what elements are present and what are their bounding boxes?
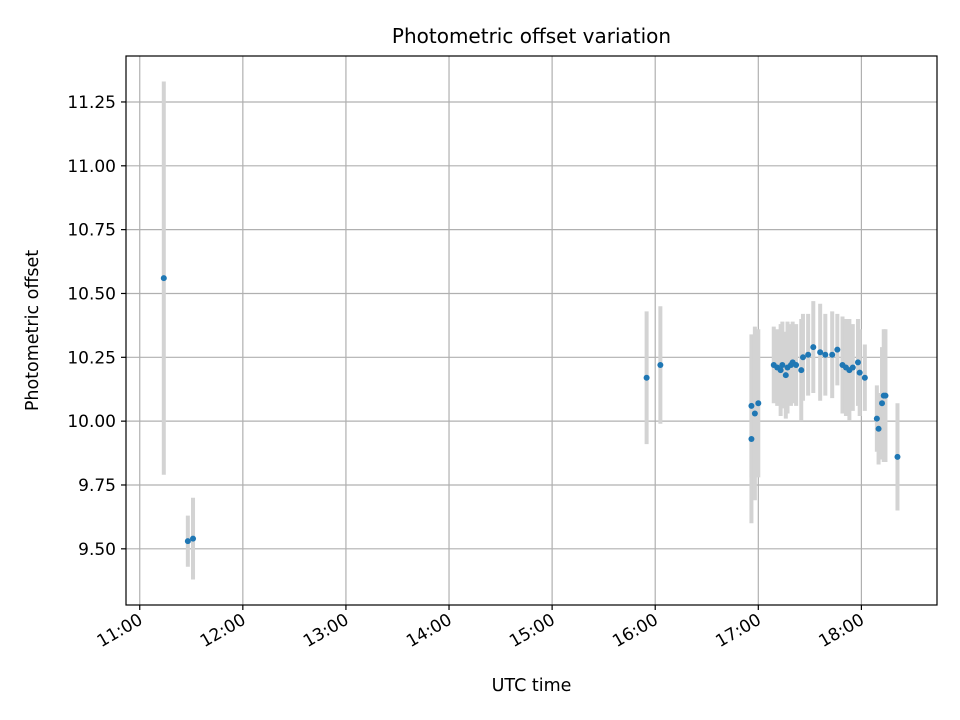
plot-frame <box>125 55 938 606</box>
data-point <box>160 275 167 282</box>
data-point <box>810 344 817 351</box>
data-point <box>748 402 755 409</box>
data-point <box>755 400 762 407</box>
data-point <box>798 367 805 374</box>
data-point <box>751 410 758 417</box>
data-point <box>861 374 868 381</box>
data-point <box>657 361 664 368</box>
data-point <box>875 425 882 432</box>
x-axis-label: UTC time <box>492 676 572 696</box>
data-point <box>882 392 889 399</box>
data-point <box>190 535 197 542</box>
data-point <box>793 361 800 368</box>
data-point <box>856 369 863 376</box>
data-point <box>779 361 786 368</box>
y-tick-label: 10.25 <box>67 348 116 368</box>
data-point <box>799 354 806 361</box>
data-point <box>873 415 880 422</box>
y-tick-label: 10.00 <box>67 412 116 432</box>
data-point <box>854 359 861 366</box>
data-point <box>748 436 755 443</box>
y-tick-label: 10.50 <box>67 284 116 304</box>
y-tick-label: 9.75 <box>78 476 116 496</box>
data-point <box>879 400 886 407</box>
y-axis-label: Photometric offset <box>23 250 43 411</box>
data-point <box>829 351 836 358</box>
data-points <box>160 275 901 545</box>
data-point <box>184 538 191 545</box>
data-point <box>834 346 841 353</box>
data-point <box>849 364 856 371</box>
grid <box>126 56 937 605</box>
data-point <box>643 374 650 381</box>
y-tick-label: 11.00 <box>67 157 116 177</box>
y-tick-label: 10.75 <box>67 221 116 241</box>
data-point <box>822 351 829 358</box>
data-point <box>805 351 812 358</box>
y-axis-ticks: 9.50 9.75 10.00 10.25 10.50 10.75 11.00 11.25 <box>67 93 126 560</box>
data-point <box>894 453 901 460</box>
chart-title: Photometric offset variation <box>392 24 671 48</box>
y-tick-label: 9.50 <box>78 540 116 560</box>
data-point <box>782 372 789 379</box>
y-tick-label: 11.25 <box>67 93 116 113</box>
data-point <box>817 349 824 356</box>
data-point <box>777 367 784 374</box>
